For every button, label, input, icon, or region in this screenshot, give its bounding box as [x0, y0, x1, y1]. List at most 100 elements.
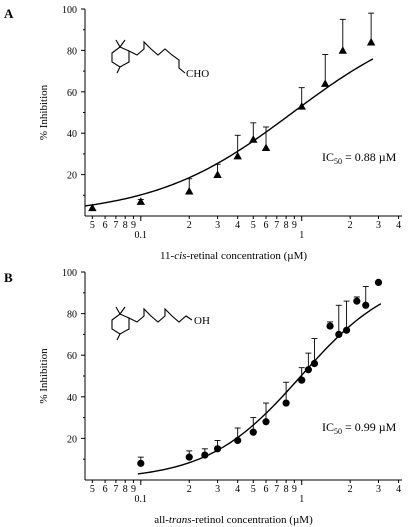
y-tick-label: 40	[67, 129, 77, 140]
x-tick-label: 9	[292, 484, 297, 495]
x-tick-label: 3	[376, 484, 381, 495]
ic50-prefix: IC	[322, 150, 334, 164]
data-point	[297, 102, 306, 110]
molecule-bond	[119, 39, 126, 48]
data-point	[137, 459, 145, 467]
molecule-label: CHO	[186, 68, 209, 80]
data-point	[362, 301, 370, 309]
x-tick-label: 5	[251, 220, 256, 231]
x-tick-label: 5	[251, 484, 256, 495]
data-point	[335, 330, 343, 338]
x-tick-label: 8	[123, 484, 128, 495]
x-axis-label-part: -retinol concentration (µM)	[192, 514, 314, 526]
molecule-chain	[128, 40, 186, 74]
x-tick-label: 2	[348, 484, 353, 495]
y-tick-label: 60	[67, 88, 77, 99]
x-tick-label: 2	[187, 220, 192, 231]
x-tick-label: 7	[113, 220, 118, 231]
x-tick-label: 2	[187, 484, 192, 495]
x-tick-label: 1	[299, 494, 304, 505]
x-tick-label: 8	[284, 220, 289, 231]
y-tick-label: 100	[62, 5, 77, 16]
data-point	[233, 151, 242, 160]
x-tick-label: 7	[113, 484, 118, 495]
data-point	[261, 143, 271, 152]
x-tick-label: 8	[284, 484, 289, 495]
y-tick-label: 20	[67, 434, 77, 445]
y-tick-label: 80	[67, 310, 77, 321]
x-tick-label: 3	[215, 484, 220, 495]
molecule-bond	[116, 66, 121, 74]
ic50-prefix: IC	[322, 420, 334, 434]
x-tick-label: 9	[131, 484, 136, 495]
x-tick-label: 1	[299, 230, 304, 241]
ic50-subscript: 50	[334, 427, 342, 436]
ic50-value: = 0.88 µM	[342, 150, 397, 164]
x-tick-label: 0.1	[135, 494, 148, 505]
data-point	[298, 376, 306, 384]
y-tick-label: 100	[62, 268, 77, 279]
data-point	[262, 418, 270, 426]
x-tick-label: 6	[103, 484, 108, 495]
panel-letter: A	[4, 6, 14, 21]
x-tick-label: 4	[235, 484, 240, 495]
data-point	[338, 46, 347, 54]
data-point	[326, 322, 334, 330]
x-tick-label: 7	[274, 484, 279, 495]
data-point	[185, 453, 193, 461]
x-tick-label: 6	[264, 484, 269, 495]
y-tick-label: 60	[67, 351, 77, 362]
data-point	[213, 445, 222, 453]
x-tick-label: 2	[348, 220, 353, 231]
fit-curve	[84, 58, 374, 207]
ic50-annotation: IC50 = 0.99 µM	[322, 420, 397, 436]
data-point	[185, 186, 194, 195]
data-point	[310, 359, 319, 368]
x-tick-label: 0.1	[135, 230, 148, 241]
x-tick-label: 6	[103, 220, 108, 231]
data-point	[88, 203, 97, 212]
y-axis-label: % Inhibition	[38, 84, 50, 140]
x-axis-label-part: 11-	[160, 250, 175, 262]
data-point	[136, 197, 146, 205]
molecule-chain	[128, 307, 193, 323]
x-tick-label: 4	[396, 484, 401, 495]
x-tick-label: 5	[90, 484, 95, 495]
x-axis-label-italic: trans	[169, 514, 192, 526]
x-tick-label: 4	[396, 220, 401, 231]
molecule-bond	[116, 333, 121, 341]
x-axis-label: 11-cis-retinal concentration (µM)	[160, 250, 307, 262]
x-axis-label-part: -retinal concentration (µM)	[186, 250, 307, 262]
data-point	[282, 399, 290, 407]
x-tick-label: 9	[292, 220, 297, 231]
data-point	[304, 366, 312, 374]
data-point	[366, 37, 376, 46]
panel-letter: B	[4, 270, 13, 285]
molecule-bond	[115, 39, 121, 48]
x-tick-label: 7	[274, 220, 279, 231]
x-tick-label: 6	[264, 220, 269, 231]
data-point	[249, 428, 257, 436]
ic50-subscript: 50	[334, 157, 342, 166]
y-tick-label: 80	[67, 46, 77, 57]
x-axis-label: all-trans-retinol concentration (µM)	[154, 514, 313, 526]
molecule-ring	[111, 313, 130, 335]
x-tick-label: 4	[235, 220, 240, 231]
molecule-label: OH	[194, 315, 210, 327]
molecule-bond	[119, 306, 126, 315]
x-tick-label: 3	[215, 220, 220, 231]
molecule-bond	[115, 306, 121, 315]
ic50-value: = 0.99 µM	[342, 420, 397, 434]
data-point	[249, 135, 258, 143]
ic50-annotation: IC50 = 0.88 µM	[322, 150, 397, 166]
data-point	[321, 79, 330, 87]
molecule-ring	[111, 46, 130, 68]
data-point	[201, 451, 209, 459]
x-tick-label: 8	[123, 220, 128, 231]
x-tick-label: 3	[376, 220, 381, 231]
data-point	[353, 297, 361, 305]
x-axis-label-italic: cis	[174, 250, 186, 262]
